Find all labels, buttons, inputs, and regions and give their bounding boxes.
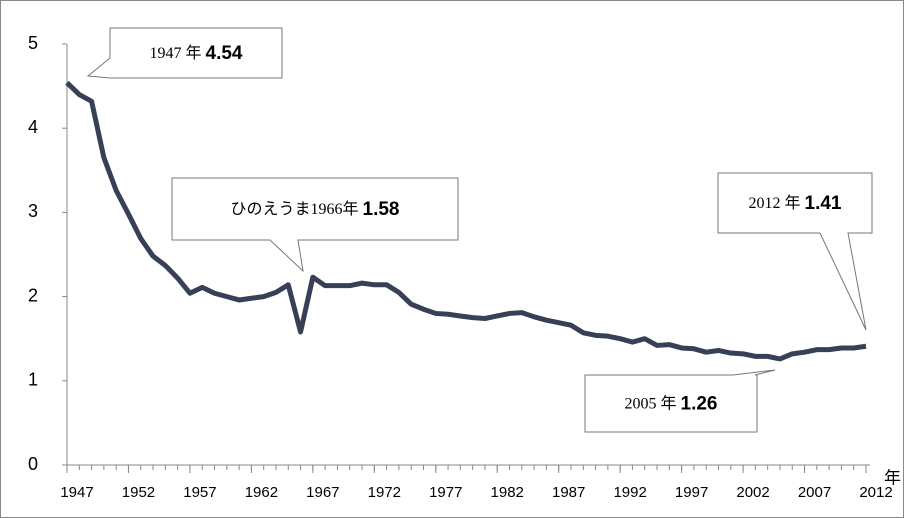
callout-box (717, 172, 873, 331)
callout-text: ひのえうま1966年 1.58 (231, 199, 400, 220)
callout-label: 2012 年 (749, 194, 801, 212)
callout-value: 1.41 (805, 193, 842, 214)
x-tick-label: 2007 (798, 484, 831, 501)
callout-text: 2012 年 1.41 (749, 193, 842, 214)
callout-value: 1.26 (681, 394, 718, 415)
callout-label: ひのえうま1966年 (231, 200, 359, 218)
x-tick-label: 1992 (613, 484, 646, 501)
y-tick-label: 2 (28, 285, 38, 305)
callout-text: 2005 年 1.26 (625, 394, 718, 415)
callout-label: 2005 年 (625, 394, 677, 412)
x-tick-label: 2002 (736, 484, 769, 501)
y-tick-label: 5 (28, 33, 38, 53)
y-tick-label: 3 (28, 201, 38, 221)
x-tick-label: 1967 (306, 484, 339, 501)
callout-box (171, 177, 459, 273)
x-tick-label: 1952 (122, 484, 155, 501)
x-tick-label: 1957 (183, 484, 216, 501)
y-tick-label: 1 (28, 370, 38, 390)
callout-label: 1947 年 (150, 44, 202, 62)
x-tick-label: 1947 (60, 484, 93, 501)
data-line (65, 80, 867, 362)
callout-box (86, 27, 283, 79)
x-tick-label: 1977 (429, 484, 462, 501)
callout-value: 4.54 (206, 43, 243, 64)
x-tick-label: 1962 (245, 484, 278, 501)
callout-value: 1.58 (363, 199, 400, 220)
x-tick-label: 1997 (675, 484, 708, 501)
x-tick-label: 1982 (491, 484, 524, 501)
x-axis-label: 年 (884, 468, 901, 487)
y-tick-label: 4 (28, 117, 38, 137)
x-tick-label: 1987 (552, 484, 585, 501)
x-tick-label: 1972 (368, 484, 401, 501)
x-tick-label: 2012 (859, 484, 892, 501)
callout-text: 1947 年 4.54 (150, 43, 243, 64)
callout-box (584, 369, 776, 433)
y-tick-label: 0 (28, 454, 38, 474)
